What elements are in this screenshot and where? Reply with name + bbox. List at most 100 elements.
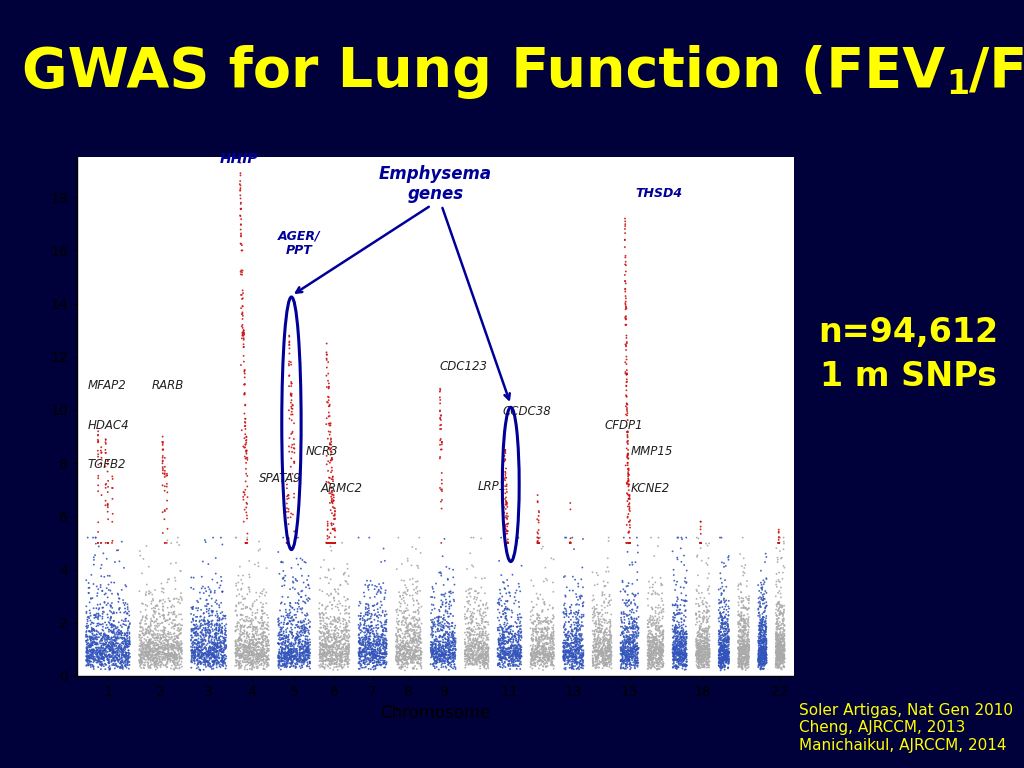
Point [376,647,392,660]
Point [665,599,681,611]
Point [653,629,670,641]
Point [103,654,120,667]
Point [271,652,288,664]
Point [524,617,541,629]
Point [751,650,767,663]
Point [273,652,290,664]
Point [282,650,298,663]
Point [80,639,96,651]
Point [567,627,584,640]
Point [544,644,560,656]
Point [465,651,481,664]
Point [431,664,447,676]
Point [377,647,393,659]
Point [677,575,693,588]
Point [700,652,717,664]
Point [409,627,425,639]
Point [285,650,301,663]
Point [733,591,750,604]
Point [567,638,584,650]
Point [618,398,635,410]
Point [154,642,170,654]
Point [245,658,261,670]
Point [594,650,610,663]
Point [209,637,225,650]
Point [275,639,292,651]
Point [435,636,452,648]
Point [195,635,211,647]
Point [340,649,356,661]
Point [541,617,557,630]
Point [271,654,288,667]
Point [532,648,549,660]
Point [291,622,307,634]
Point [646,642,663,654]
Point [270,660,287,672]
Point [142,641,159,653]
Point [295,654,311,666]
Point [758,649,774,661]
Point [713,597,729,609]
Point [89,590,105,602]
Point [168,637,184,649]
Point [558,641,574,654]
Point [443,656,460,668]
Point [327,525,343,537]
Point [570,578,587,590]
Point [618,621,635,634]
Point [601,657,617,669]
Point [740,644,757,656]
Point [400,641,417,653]
Point [617,286,634,298]
Point [250,637,266,649]
Point [365,579,381,591]
Point [591,647,607,660]
Point [537,645,553,657]
Point [740,613,757,625]
Point [714,643,730,655]
Text: SPATA9: SPATA9 [259,472,301,485]
Point [253,653,269,665]
Text: CDC123: CDC123 [439,360,487,373]
Point [376,661,392,674]
Point [568,625,585,637]
Point [281,404,297,416]
Point [82,653,98,665]
Point [328,651,344,664]
Point [712,644,728,657]
Point [293,662,309,674]
Point [735,602,752,614]
Point [597,624,613,636]
Point [618,397,635,409]
Point [445,571,462,584]
Point [751,633,767,645]
Point [596,647,612,659]
Point [139,641,156,654]
Point [555,646,571,658]
Point [193,645,209,657]
Point [87,638,103,650]
Point [494,628,510,641]
Point [615,638,632,650]
Point [690,598,707,610]
Point [694,649,711,661]
Point [528,588,545,600]
Point [236,645,252,657]
Point [166,627,182,640]
Point [241,647,257,659]
Point [351,642,368,654]
Point [132,621,148,633]
Point [189,604,206,617]
Point [757,650,773,663]
Point [323,644,339,656]
Point [166,657,182,670]
Point [188,643,205,655]
Point [692,655,709,667]
Point [338,624,354,637]
Point [672,650,688,663]
Point [407,646,423,658]
Point [167,653,183,665]
Point [357,601,374,614]
Point [254,636,270,648]
Point [501,655,517,667]
